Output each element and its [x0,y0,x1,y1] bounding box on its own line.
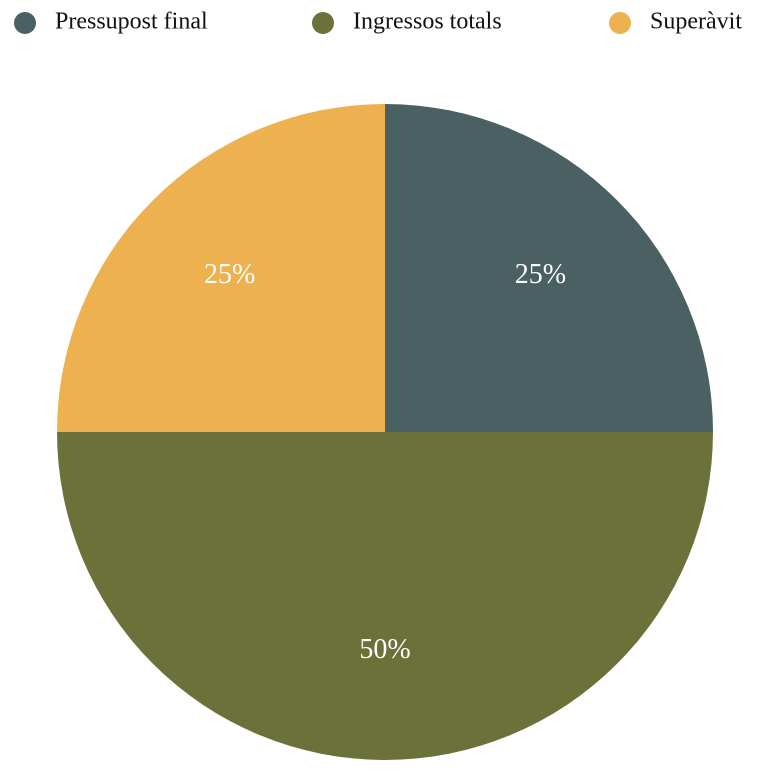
slice-label: 25% [204,259,255,290]
pie: 25% 50% 25% [57,104,713,760]
slice [385,104,713,432]
legend-label: Pressupost final [55,9,208,35]
slice [57,432,713,760]
legend-marker [609,12,631,34]
legend-label: Superàvit [650,9,742,35]
legend-marker [14,12,36,34]
slice-label: 50% [359,634,410,665]
legend-marker [312,12,334,34]
slice-label: 25% [515,259,566,290]
slice [57,104,385,432]
legend-label: Ingressos totals [353,9,502,35]
legend: Pressupost final Ingressos totals Superàvi… [14,9,742,35]
